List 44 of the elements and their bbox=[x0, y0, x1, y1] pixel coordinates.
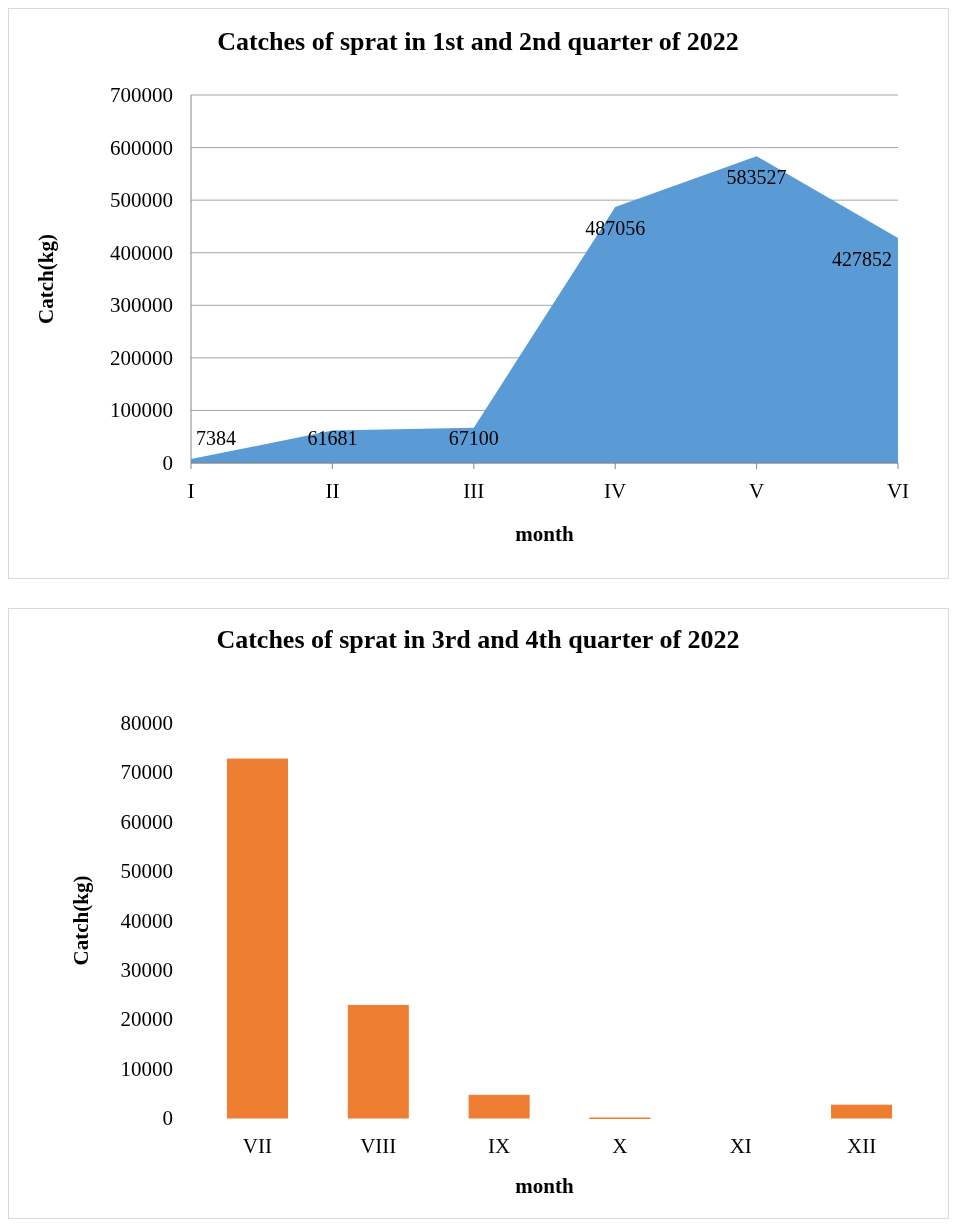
y-tick-label: 10000 bbox=[120, 1056, 173, 1081]
x-axis-title: month bbox=[515, 1174, 574, 1198]
x-tick-label: IV bbox=[604, 479, 627, 503]
chart-title: Catches of sprat in 1st and 2nd quarter of 2022 bbox=[217, 27, 739, 56]
x-axis-title: month bbox=[515, 522, 574, 546]
x-tick-label: XII bbox=[846, 1134, 877, 1158]
y-tick-label: 80000 bbox=[120, 711, 173, 735]
y-tick-label: 0 bbox=[162, 451, 173, 475]
y-tick-label: 200000 bbox=[110, 345, 173, 370]
y-tick-label: 60000 bbox=[120, 809, 173, 834]
bar bbox=[831, 1104, 893, 1119]
y-tick-label: 300000 bbox=[110, 293, 173, 318]
x-tick-label: II bbox=[325, 479, 340, 503]
x-tick-label: XI bbox=[729, 1134, 752, 1158]
y-tick-label: 40000 bbox=[120, 908, 173, 933]
y-tick-label: 50000 bbox=[120, 859, 173, 884]
y-tick-label: 700000 bbox=[110, 83, 173, 107]
x-tick-label: VIII bbox=[360, 1134, 397, 1158]
x-tick-label: III bbox=[463, 479, 485, 503]
y-tick-label: 600000 bbox=[110, 135, 173, 160]
x-tick-label: V bbox=[749, 479, 765, 503]
bar bbox=[226, 758, 288, 1119]
bar bbox=[347, 1004, 409, 1119]
data-label: 583527 bbox=[726, 166, 787, 189]
data-label: 7384 bbox=[196, 427, 236, 449]
x-tick-label: IX bbox=[488, 1134, 511, 1158]
y-tick-label: 100000 bbox=[110, 398, 173, 423]
x-tick-label: VI bbox=[886, 479, 910, 503]
chart-title: Catches of sprat in 3rd and 4th quarter of 2022 bbox=[216, 625, 740, 654]
y-axis-title: Catch(kg) bbox=[34, 234, 58, 324]
x-tick-label: VII bbox=[242, 1134, 273, 1158]
y-tick-label: 400000 bbox=[110, 240, 173, 265]
data-label: 61681 bbox=[307, 427, 358, 449]
y-tick-label: 30000 bbox=[120, 957, 173, 982]
x-tick-label: I bbox=[187, 479, 195, 503]
y-axis-title: Catch(kg) bbox=[69, 875, 93, 966]
x-tick-label: X bbox=[612, 1134, 628, 1158]
bar bbox=[468, 1094, 530, 1119]
y-tick-label: 500000 bbox=[110, 188, 173, 213]
y-tick-label: 0 bbox=[162, 1106, 173, 1130]
y-tick-label: 70000 bbox=[120, 760, 173, 785]
data-label: 67100 bbox=[448, 427, 499, 449]
y-tick-label: 20000 bbox=[120, 1007, 173, 1032]
data-label: 427852 bbox=[832, 248, 892, 271]
